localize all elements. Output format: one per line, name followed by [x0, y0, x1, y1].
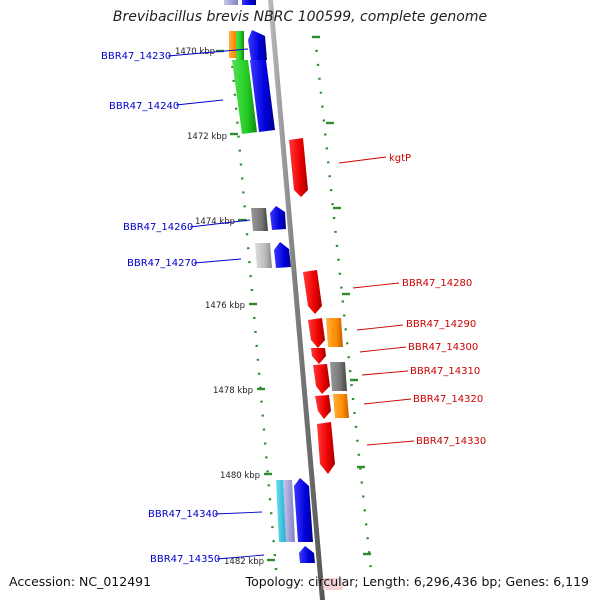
gene-bbr47-14340[interactable]: [294, 478, 313, 542]
forward-strand-genes: [229, 30, 315, 563]
gene-bbr47-14350[interactable]: [299, 546, 315, 563]
gene-label[interactable]: BBR47_14320: [413, 394, 483, 405]
gene-bbr47-14270[interactable]: [274, 242, 291, 268]
tick-labels: 1470 kbp 1472 kbp 1474 kbp 1476 kbp 1478…: [175, 47, 264, 567]
tick-label: 1480 kbp: [220, 471, 260, 481]
gene-bbr47-14260[interactable]: [270, 206, 286, 230]
gene-bbr47-14290[interactable]: [308, 318, 325, 348]
gene-fragment-top-blue[interactable]: [242, 0, 256, 5]
gene-bbr47-14320[interactable]: [315, 395, 331, 419]
gene-orange-c[interactable]: [333, 394, 349, 418]
gene-kgtp[interactable]: [289, 138, 308, 197]
gene-label[interactable]: BBR47_14290: [406, 319, 476, 330]
gene-label[interactable]: BBR47_14350: [150, 554, 220, 565]
right-gene-labels: kgtP BBR47_14280 BBR47_14290 BBR47_14300…: [389, 153, 486, 447]
genome-summary-text: Topology: circular; Length: 6,296,436 bp…: [245, 574, 589, 589]
tick-label: 1476 kbp: [205, 301, 245, 311]
gene-lav-b[interactable]: [283, 480, 295, 542]
gene-bbr47-14280[interactable]: [303, 270, 322, 314]
tick-label: 1482 kbp: [224, 557, 264, 567]
tick-marks: [216, 35, 371, 562]
genome-backbone: [268, 0, 325, 600]
accession-text: Accession: NC_012491: [9, 574, 152, 589]
right-connectors: [338, 156, 415, 446]
outer-scale-dots: [313, 35, 374, 581]
gene-label[interactable]: BBR47_14270: [127, 258, 197, 269]
gene-label[interactable]: BBR47_14280: [402, 278, 472, 289]
tick-label: 1474 kbp: [195, 217, 235, 227]
tick-label: 1470 kbp: [175, 47, 215, 57]
gene-label[interactable]: BBR47_14240: [109, 101, 179, 112]
gene-bbr47-14240[interactable]: [250, 60, 275, 132]
gene-label[interactable]: BBR47_14330: [416, 436, 486, 447]
gene-label[interactable]: BBR47_14340: [148, 509, 218, 520]
gene-grey-a[interactable]: [251, 208, 268, 231]
gene-label[interactable]: BBR47_14230: [101, 51, 171, 62]
gene-grey-b[interactable]: [330, 362, 347, 391]
gene-bbr47-14310[interactable]: [313, 364, 330, 394]
gene-label[interactable]: kgtP: [389, 153, 411, 164]
gene-fragment-top[interactable]: [224, 0, 238, 5]
tick-label: 1472 kbp: [187, 132, 227, 142]
genome-title: Brevibacillus brevis NBRC 100599, comple…: [112, 9, 488, 25]
gene-green-large[interactable]: [232, 60, 257, 134]
gene-bbr47-14300[interactable]: [311, 348, 326, 364]
gene-label[interactable]: BBR47_14260: [123, 222, 193, 233]
tick-label: 1478 kbp: [213, 386, 253, 396]
gene-fragment-bottom[interactable]: [322, 578, 343, 590]
gene-green-small[interactable]: [236, 31, 244, 60]
gene-label[interactable]: BBR47_14310: [410, 366, 480, 377]
reverse-strand-genes: [289, 138, 349, 474]
gene-lightgrey-a[interactable]: [255, 243, 272, 268]
gene-label[interactable]: BBR47_14300: [408, 342, 478, 353]
left-gene-labels: BBR47_14230 BBR47_14240 BBR47_14260 BBR4…: [101, 51, 220, 565]
gene-orange-b[interactable]: [326, 318, 343, 347]
gene-bbr47-14330[interactable]: [317, 422, 335, 474]
left-connectors: [167, 48, 265, 560]
gene-bbr47-14230[interactable]: [248, 30, 267, 60]
